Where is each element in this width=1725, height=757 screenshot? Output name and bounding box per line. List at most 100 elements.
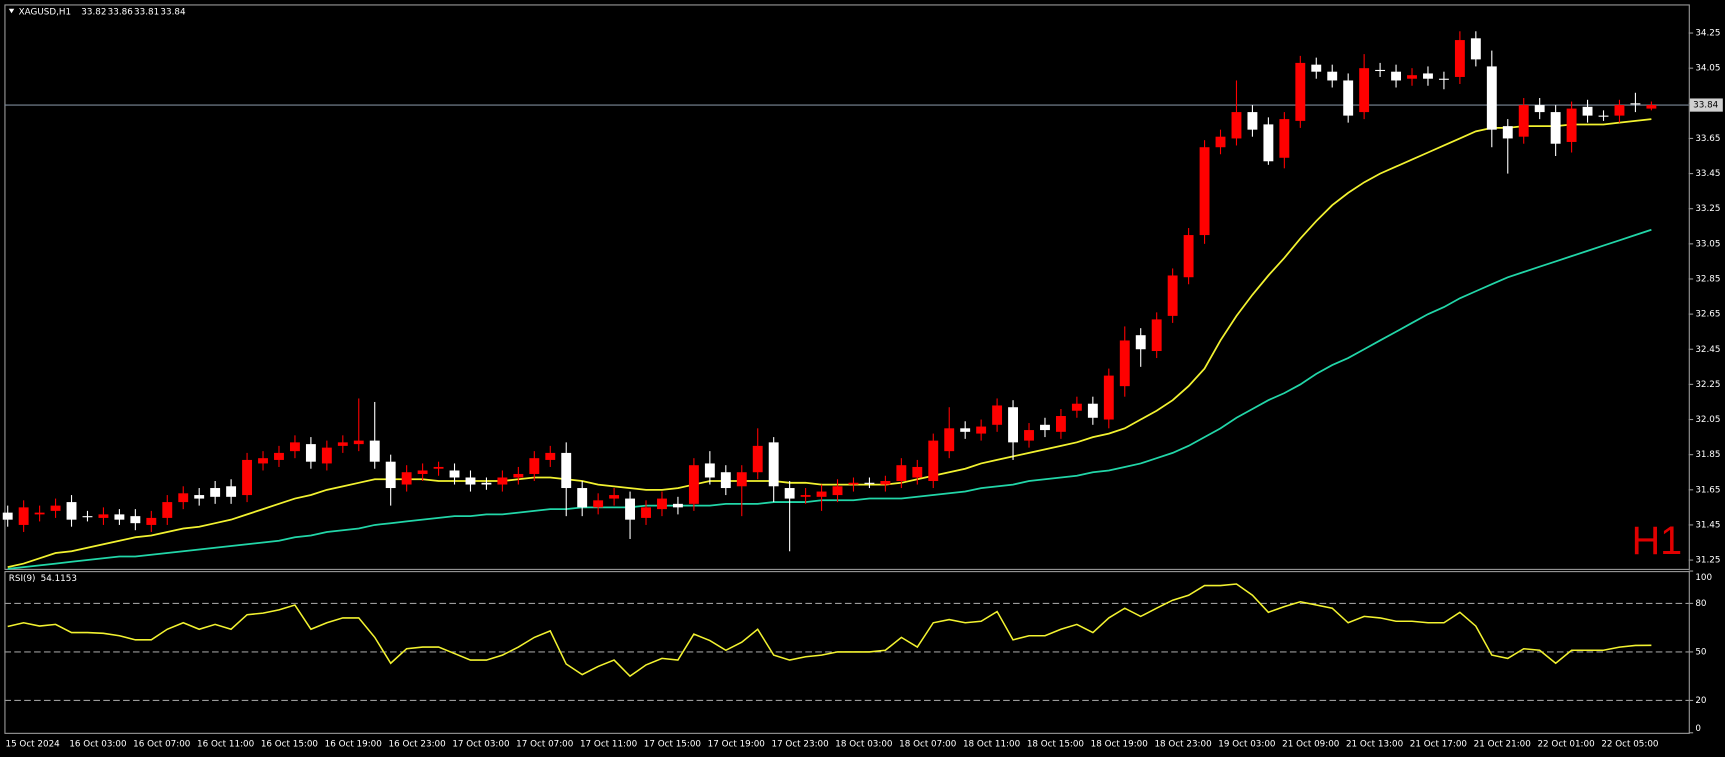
candle-body: [258, 458, 268, 464]
candle-body: [289, 442, 300, 452]
candle-body: [657, 498, 667, 510]
x-tick-label: 18 Oct 11:00: [963, 739, 1020, 749]
x-tick-label: 19 Oct 03:00: [1218, 739, 1275, 749]
x-tick-label: 17 Oct 19:00: [708, 739, 765, 749]
candle-body: [896, 465, 907, 482]
candle-body: [353, 440, 364, 445]
candle-body: [912, 466, 923, 478]
candle-body: [194, 495, 205, 499]
ohlc-value: 33.81: [134, 8, 159, 18]
candle-body: [162, 502, 173, 518]
indicator-name: RSI(9): [9, 574, 36, 584]
candle-body: [1008, 407, 1019, 443]
x-tick-label: 18 Oct 19:00: [1091, 739, 1148, 749]
candle-body: [1071, 403, 1082, 411]
candle-body: [880, 481, 891, 485]
candle-body: [768, 442, 779, 487]
y-tick-label: 20: [1695, 696, 1706, 706]
chart-title: XAGUSD,H1: [19, 8, 71, 18]
x-tick-label: 18 Oct 07:00: [899, 739, 956, 749]
y-tick-label: 32.25: [1695, 380, 1720, 390]
x-tick-label: 18 Oct 23:00: [1154, 739, 1211, 749]
y-tick-label: 32.45: [1695, 345, 1720, 355]
candle-body: [1582, 106, 1593, 116]
candle-body: [736, 472, 747, 487]
price-tag-label: 33.84: [1693, 101, 1719, 111]
candle-body: [66, 502, 77, 520]
candle-body: [1438, 78, 1449, 80]
candle-body: [1343, 80, 1354, 116]
candle-body: [1454, 40, 1465, 77]
candle-body: [1646, 105, 1657, 109]
y-tick-label: 34.05: [1695, 64, 1720, 74]
candle-body: [481, 482, 492, 485]
candle-body: [800, 495, 811, 497]
candle-body: [1263, 124, 1274, 162]
y-tick-label: 31.25: [1695, 556, 1720, 566]
y-tick-label: 33.05: [1695, 239, 1720, 249]
candle-body: [1359, 68, 1370, 113]
candle-body: [82, 516, 93, 518]
candle-body: [1375, 69, 1386, 72]
candle-body: [1151, 319, 1162, 352]
x-tick-label: 21 Oct 17:00: [1410, 739, 1467, 749]
candle-body: [130, 516, 141, 524]
y-tick-label: 31.45: [1695, 520, 1720, 530]
y-tick-label: 32.05: [1695, 415, 1720, 425]
candle-body: [369, 440, 380, 462]
candle-body: [1024, 430, 1034, 441]
y-tick-label: 100: [1695, 573, 1712, 583]
y-tick-label: 32.85: [1695, 274, 1720, 284]
candle-body: [98, 514, 109, 518]
candle-body: [1502, 126, 1513, 139]
candle-body: [385, 461, 396, 489]
candle-body: [1055, 416, 1066, 432]
candle-body: [114, 514, 125, 520]
candle-body: [545, 452, 556, 460]
candle-body: [417, 470, 428, 474]
x-tick-label: 15 Oct 2024: [5, 739, 60, 749]
price-tag-box: [1689, 98, 1723, 112]
moving-average: [7, 228, 1652, 570]
candle-body: [1598, 115, 1609, 117]
candle-body: [976, 426, 987, 434]
x-tick-label: 22 Oct 01:00: [1537, 739, 1594, 749]
candle-body: [704, 463, 715, 478]
candle-body: [992, 405, 1003, 425]
candle-body: [688, 465, 699, 504]
candle-body: [1183, 235, 1194, 278]
candle-body: [529, 458, 540, 474]
candle-body: [1087, 403, 1098, 418]
candle-body: [864, 482, 875, 484]
x-tick-label: 17 Oct 15:00: [644, 739, 701, 749]
timeframe-watermark: H1: [1632, 519, 1683, 563]
candle-body: [1199, 147, 1210, 236]
candle-body: [1167, 275, 1178, 316]
candle-body: [1518, 105, 1529, 137]
candle-body: [1486, 66, 1497, 130]
main-panel-frame: [4, 4, 1690, 570]
candle-body: [146, 517, 157, 525]
candle-body: [497, 477, 508, 485]
menu-triangle[interactable]: [8, 8, 15, 14]
y-tick-label: 50: [1695, 647, 1706, 657]
indicator-value: 54.1153: [41, 574, 77, 584]
candle-body: [1040, 424, 1050, 431]
candle-body: [1550, 112, 1561, 144]
candle-body: [18, 507, 29, 525]
y-tick-label: 32.65: [1695, 310, 1720, 320]
candle-body: [1630, 103, 1641, 105]
candle-body: [848, 482, 859, 485]
candle-body: [1327, 71, 1338, 81]
candle-body: [210, 488, 221, 497]
candle-body: [465, 477, 476, 485]
candle-body: [720, 472, 731, 489]
candle-body: [1103, 375, 1114, 420]
candle-body: [1247, 112, 1258, 130]
x-tick-label: 17 Oct 23:00: [771, 739, 828, 749]
x-tick-label: 17 Oct 11:00: [580, 739, 637, 749]
x-tick-label: 18 Oct 03:00: [835, 739, 892, 749]
ohlc-value: 33.84: [160, 8, 186, 18]
y-tick-label: 33.25: [1695, 204, 1720, 214]
